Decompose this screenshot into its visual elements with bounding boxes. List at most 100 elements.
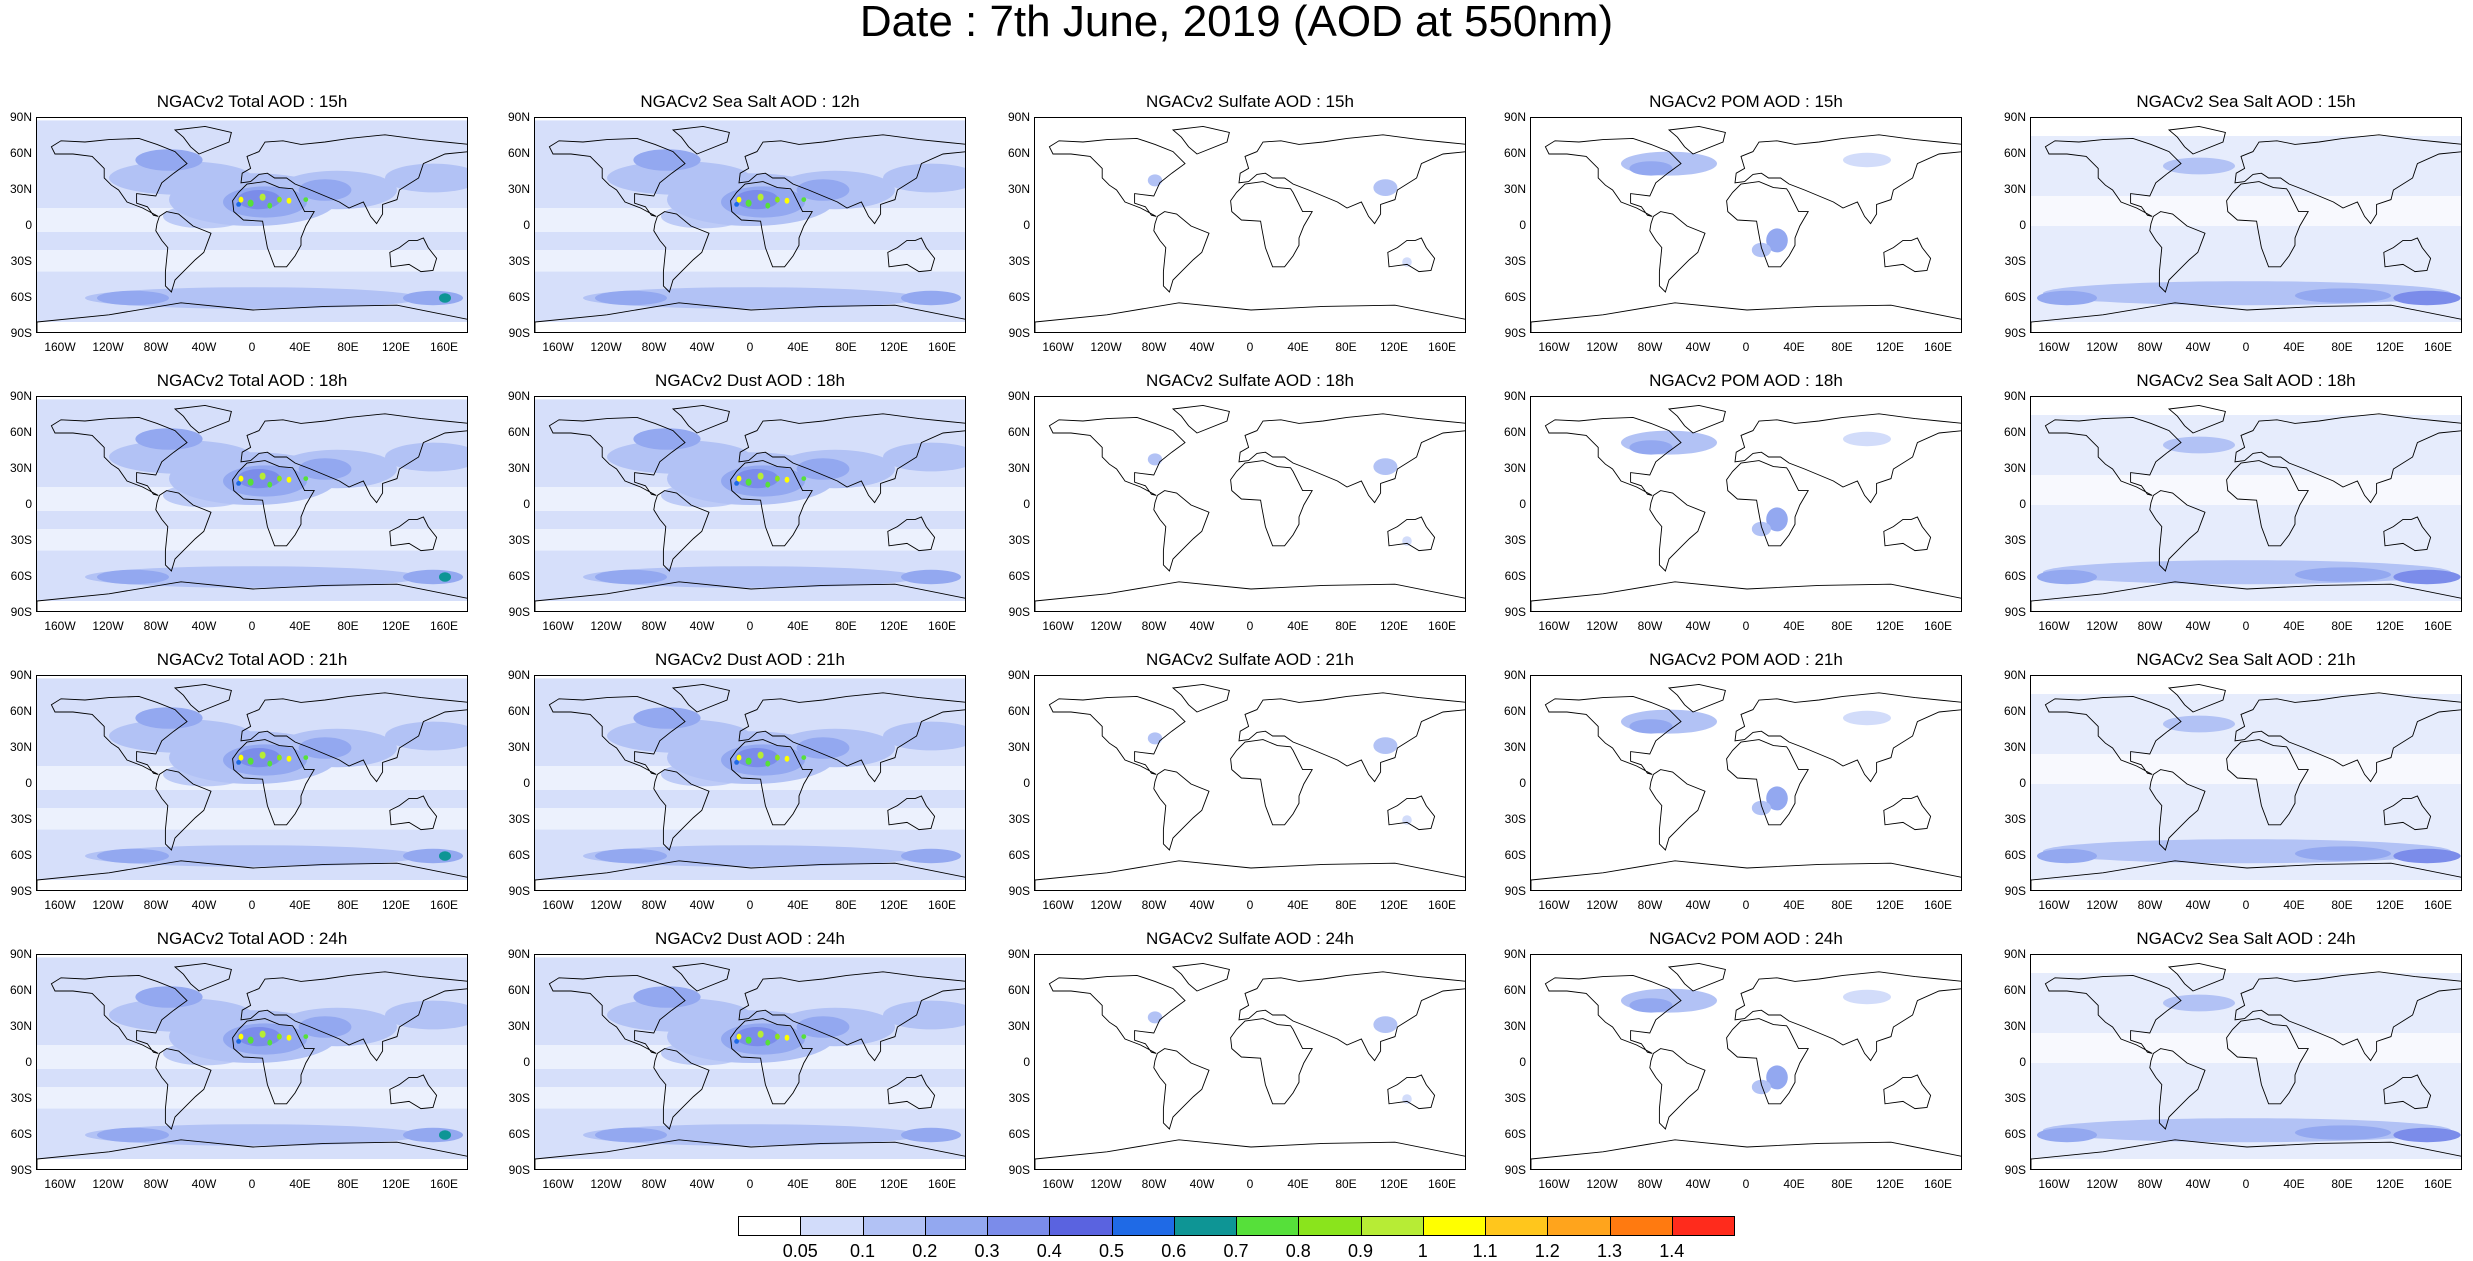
lat-tick-label: 30S: [1008, 254, 1030, 268]
lon-tick-label: 160W: [542, 898, 574, 912]
lat-tick-label: 60N: [1503, 983, 1526, 997]
lon-tick-label: 120W: [1586, 898, 1618, 912]
lon-tick-label: 0: [2242, 340, 2250, 354]
coastline-outlines: [535, 404, 965, 611]
lon-tick-label: 120W: [2086, 1177, 2118, 1191]
lat-tick-label: 30S: [1504, 533, 1526, 547]
lat-tick-label: 90N: [1503, 668, 1526, 682]
lon-tick-label: 40E: [2283, 898, 2305, 912]
lat-tick-label: 90S: [508, 884, 530, 898]
lon-tick-label: 0: [746, 898, 754, 912]
map-panel: NGACv2 Sea Salt AOD : 18h: [2030, 372, 2462, 648]
panel-title: NGACv2 Sulfate AOD : 15h: [1146, 92, 1354, 111]
lon-tick-label: 80W: [1141, 898, 1167, 912]
lon-tick-label: 120E: [879, 619, 909, 633]
lat-tick-label: 30N: [507, 1019, 530, 1033]
lat-tick-label: 90N: [2003, 668, 2026, 682]
panel-title: NGACv2 Total AOD : 24h: [156, 929, 348, 948]
lon-tick-label: 160W: [1042, 619, 1074, 633]
lon-tick-label: 0: [2242, 898, 2250, 912]
panel-title: NGACv2 Sea Salt AOD : 24h: [2136, 929, 2356, 948]
lat-tick-label: 60S: [2004, 290, 2026, 304]
colorbar-swatch: [1609, 1216, 1673, 1236]
lat-tick-label: 30S: [508, 254, 530, 268]
lat-tick-label: 30S: [508, 1091, 530, 1105]
colorbar-swatch: [1671, 1216, 1735, 1236]
lon-tick-label: 120W: [92, 619, 124, 633]
coastline-outlines: [535, 962, 965, 1169]
colorbar-swatch: [800, 1216, 864, 1236]
lon-tick-label: 160E: [927, 1177, 957, 1191]
coastline-outlines: [37, 404, 467, 611]
lon-tick-label: 120W: [92, 340, 124, 354]
lat-tick-label: 90S: [10, 605, 32, 619]
lon-tick-label: 80W: [143, 340, 169, 354]
lon-tick-label: 80W: [143, 898, 169, 912]
lat-tick-label: 60S: [1008, 848, 1030, 862]
lat-tick-label: 30S: [1008, 1091, 1030, 1105]
lon-tick-label: 160W: [2038, 619, 2070, 633]
panel-title: NGACv2 Total AOD : 18h: [156, 371, 348, 390]
lon-tick-label: 80W: [1637, 1177, 1663, 1191]
lon-tick-label: 40W: [1189, 340, 1215, 354]
lon-tick-label: 80E: [1335, 1177, 1357, 1191]
lon-tick-label: 0: [746, 619, 754, 633]
colorbar-swatch: [1360, 1216, 1424, 1236]
lon-tick-label: 80W: [2137, 619, 2163, 633]
world-map: [1034, 396, 1466, 612]
colorbar-label: 0.1: [849, 1241, 876, 1261]
lat-tick-label: 30N: [507, 740, 530, 754]
colorbar-swatch: [1422, 1216, 1486, 1236]
lat-tick-label: 90N: [9, 668, 32, 682]
page-title: Date : 7th June, 2019 (AOD at 550nm): [859, 0, 1614, 46]
lon-tick-label: 80E: [337, 619, 359, 633]
map-panel: NGACv2 Sulfate AOD : 24h: [1034, 930, 1466, 1206]
lon-tick-label: 80E: [1335, 619, 1357, 633]
lat-tick-label: 30N: [1503, 182, 1526, 196]
lon-tick-label: 0: [248, 340, 256, 354]
lat-tick-label: 30S: [508, 812, 530, 826]
colorbar-swatch: [738, 1216, 802, 1236]
map-panel: NGACv2 POM AOD : 21h: [1530, 651, 1962, 927]
lat-tick-label: 30N: [9, 1019, 32, 1033]
world-map: [1034, 675, 1466, 891]
lon-tick-label: 120E: [879, 898, 909, 912]
lon-tick-label: 160E: [1923, 898, 1953, 912]
lat-tick-label: 0: [1023, 1055, 1030, 1069]
lat-tick-label: 60N: [1503, 146, 1526, 160]
lon-tick-label: 80E: [2331, 619, 2353, 633]
lat-tick-label: 90N: [1007, 110, 1030, 124]
lon-tick-label: 40E: [1287, 898, 1309, 912]
lon-tick-label: 40W: [2185, 1177, 2211, 1191]
lat-tick-label: 60N: [9, 425, 32, 439]
coastline-outlines: [1531, 125, 1961, 332]
lon-tick-label: 40W: [191, 898, 217, 912]
lat-tick-label: 90N: [1007, 389, 1030, 403]
lat-tick-label: 90N: [2003, 389, 2026, 403]
lon-tick-label: 0: [746, 1177, 754, 1191]
lat-tick-label: 90S: [2004, 1163, 2026, 1177]
lat-tick-label: 90S: [1504, 884, 1526, 898]
lat-tick-label: 0: [1519, 776, 1526, 790]
lon-tick-label: 80W: [1141, 340, 1167, 354]
lon-tick-label: 40E: [787, 619, 809, 633]
lon-tick-label: 40E: [289, 619, 311, 633]
colorbar-label: 1.1: [1472, 1241, 1498, 1261]
panel-title: NGACv2 Sulfate AOD : 24h: [1146, 929, 1354, 948]
lon-tick-label: 160E: [1427, 619, 1457, 633]
lat-tick-label: 0: [25, 1055, 32, 1069]
lon-tick-label: 0: [1742, 898, 1750, 912]
lat-tick-label: 0: [523, 776, 530, 790]
lon-tick-label: 80W: [2137, 340, 2163, 354]
world-map: [534, 396, 966, 612]
lon-tick-label: 160W: [2038, 898, 2070, 912]
lon-tick-label: 80W: [1637, 619, 1663, 633]
colorbar-swatch: [987, 1216, 1051, 1236]
lon-tick-label: 40W: [2185, 619, 2211, 633]
lon-tick-label: 40E: [787, 340, 809, 354]
lon-tick-label: 0: [2242, 1177, 2250, 1191]
lat-tick-label: 60S: [10, 569, 32, 583]
lat-tick-label: 60S: [1504, 290, 1526, 304]
lon-tick-label: 160W: [1538, 1177, 1570, 1191]
map-panel: NGACv2 POM AOD : 18h: [1530, 372, 1962, 648]
